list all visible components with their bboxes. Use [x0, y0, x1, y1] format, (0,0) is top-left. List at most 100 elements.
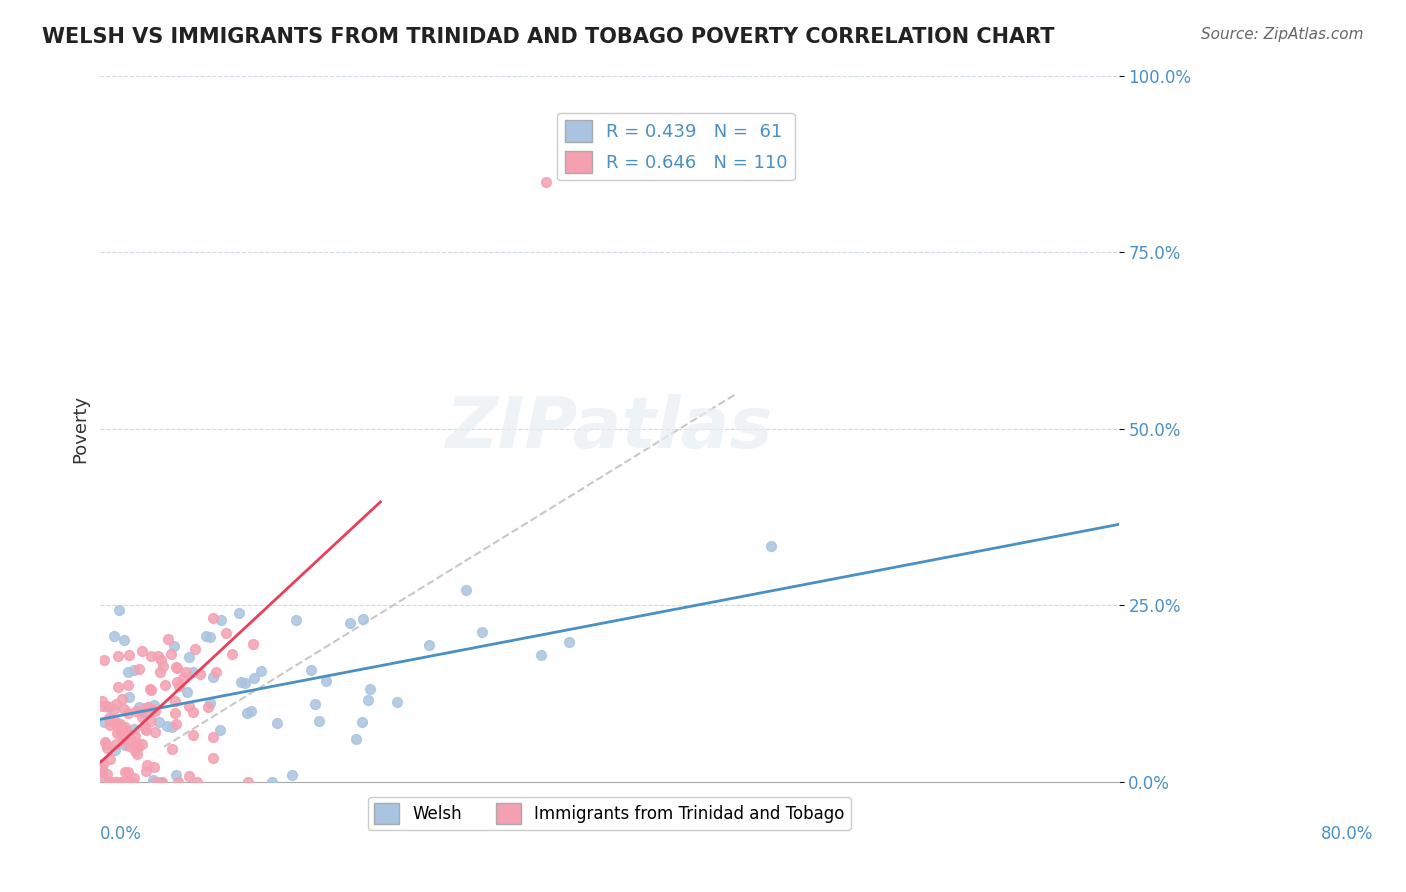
Point	[155, 719, 177, 733]
Point	[208, 723, 231, 737]
Point	[143, 775, 166, 789]
Point	[93, 715, 115, 730]
Point	[91, 699, 114, 714]
Point	[105, 737, 128, 751]
Point	[242, 671, 264, 685]
Point	[125, 704, 148, 718]
Point	[194, 628, 217, 642]
Point	[236, 775, 259, 789]
Point	[115, 774, 138, 789]
Text: WELSH VS IMMIGRANTS FROM TRINIDAD AND TOBAGO POVERTY CORRELATION CHART: WELSH VS IMMIGRANTS FROM TRINIDAD AND TO…	[42, 27, 1054, 46]
Point	[135, 758, 157, 772]
Point	[114, 738, 136, 752]
Point	[339, 616, 361, 631]
Point	[165, 706, 187, 720]
Point	[211, 613, 233, 627]
Point	[239, 704, 262, 718]
Point	[184, 642, 207, 657]
Point	[96, 767, 118, 781]
Point	[117, 690, 139, 705]
Point	[104, 775, 127, 789]
Point	[114, 723, 136, 737]
Point	[152, 659, 174, 673]
Point	[122, 771, 145, 785]
Point	[359, 681, 381, 696]
Point	[91, 757, 114, 772]
Point	[315, 673, 337, 688]
Point	[131, 737, 153, 751]
Point	[149, 665, 172, 680]
Point	[128, 662, 150, 676]
Point	[105, 714, 128, 729]
Point	[143, 725, 166, 739]
Y-axis label: Poverty: Poverty	[72, 395, 89, 463]
Point	[98, 775, 121, 789]
Point	[91, 769, 114, 783]
Point	[304, 697, 326, 711]
Point	[236, 706, 259, 720]
Point	[149, 774, 172, 789]
Point	[202, 730, 225, 744]
Point	[128, 700, 150, 714]
Point	[188, 667, 211, 681]
Point	[104, 718, 127, 732]
Point	[557, 634, 579, 648]
Point	[100, 775, 122, 789]
Point	[110, 775, 132, 789]
Point	[148, 648, 170, 663]
Point	[233, 675, 256, 690]
Point	[134, 721, 156, 735]
Point	[114, 764, 136, 779]
Point	[105, 725, 128, 739]
Point	[167, 679, 190, 693]
Point	[201, 670, 224, 684]
Point	[142, 702, 165, 716]
Point	[108, 716, 131, 731]
Point	[112, 731, 135, 745]
Point	[142, 760, 165, 774]
Point	[142, 698, 165, 712]
Point	[127, 737, 149, 751]
Point	[356, 693, 378, 707]
Point	[104, 697, 127, 711]
Point	[179, 769, 201, 783]
Point	[156, 632, 179, 647]
Point	[166, 675, 188, 690]
Point	[134, 764, 156, 779]
Point	[91, 694, 114, 708]
Point	[117, 648, 139, 663]
Point	[96, 740, 118, 755]
Point	[114, 720, 136, 734]
Point	[107, 648, 129, 663]
Point	[250, 664, 273, 678]
Point	[160, 720, 183, 734]
Point	[183, 665, 205, 679]
Text: ZIPatlas: ZIPatlas	[446, 394, 773, 463]
Point	[127, 739, 149, 754]
Point	[104, 775, 127, 789]
Point	[118, 739, 141, 753]
Point	[176, 665, 198, 680]
Point	[176, 685, 198, 699]
Point	[100, 714, 122, 729]
Point	[387, 695, 409, 709]
Point	[96, 698, 118, 713]
Point	[138, 682, 160, 697]
Point	[308, 714, 330, 729]
Point	[115, 775, 138, 789]
Point	[111, 692, 134, 706]
Point	[534, 174, 557, 188]
Point	[165, 659, 187, 673]
Point	[197, 699, 219, 714]
Point	[166, 661, 188, 675]
Point	[110, 725, 132, 739]
Point	[150, 775, 173, 789]
Point	[98, 711, 121, 725]
Point	[163, 639, 186, 653]
Point	[139, 682, 162, 697]
Point	[117, 706, 139, 721]
Point	[139, 649, 162, 664]
Point	[186, 775, 208, 789]
Point	[134, 707, 156, 722]
Point	[145, 775, 167, 789]
